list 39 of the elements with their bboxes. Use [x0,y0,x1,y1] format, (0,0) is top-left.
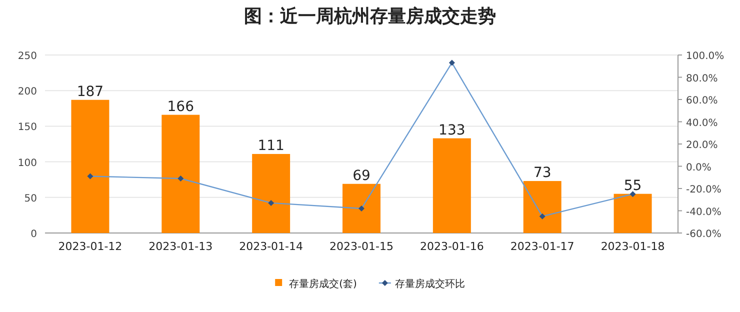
y2-tick-label: -60.0% [686,229,722,240]
x-tick-label: 2023-01-13 [148,240,213,253]
x-tick-label: 2023-01-12 [58,240,122,253]
y2-tick-label: -20.0% [686,184,722,196]
bar [523,181,562,233]
y2-tick-label: 40.0% [686,118,718,129]
chart-title: 图：近一周杭州存量房成交走势 [244,6,496,27]
y2-tick-label: 60.0% [686,96,718,106]
legend-label: 存量房成交(套) [289,278,357,290]
y-tick-label: 200 [18,86,37,98]
data-label: 55 [624,178,642,194]
y-tick-label: 50 [24,193,37,204]
bar [162,114,200,233]
bar [432,138,471,233]
y-tick-label: 0 [30,229,37,240]
y2-tick-label: -40.0% [686,206,722,218]
bar [614,194,652,233]
x-tick-label: 2023-01-16 [420,240,484,253]
data-label: 166 [167,98,194,115]
data-label: 69 [352,168,370,184]
data-label: 73 [533,165,552,182]
y-tick-label: 250 [18,51,37,62]
y2-tick-label: 20.0% [686,140,718,151]
x-tick-label: 2023-01-15 [330,240,394,253]
data-label: 133 [438,122,466,138]
x-tick-label: 2023-01-18 [600,240,665,253]
bar [71,100,110,233]
data-label: 187 [76,84,104,100]
bar [252,154,290,233]
y-tick-label: 150 [18,122,37,134]
y2-tick-label: 0.0% [686,162,712,174]
y2-tick-label: 80.0% [686,73,718,84]
data-label: 111 [258,138,284,154]
y2-tick-label: 100.0% [686,51,724,62]
bar [342,184,380,233]
x-tick-label: 2023-01-17 [510,240,574,253]
x-tick-label: 2023-01-14 [239,240,304,253]
legend-label: 存量房成交环比 [394,278,465,290]
y-tick-label: 100 [18,158,37,169]
